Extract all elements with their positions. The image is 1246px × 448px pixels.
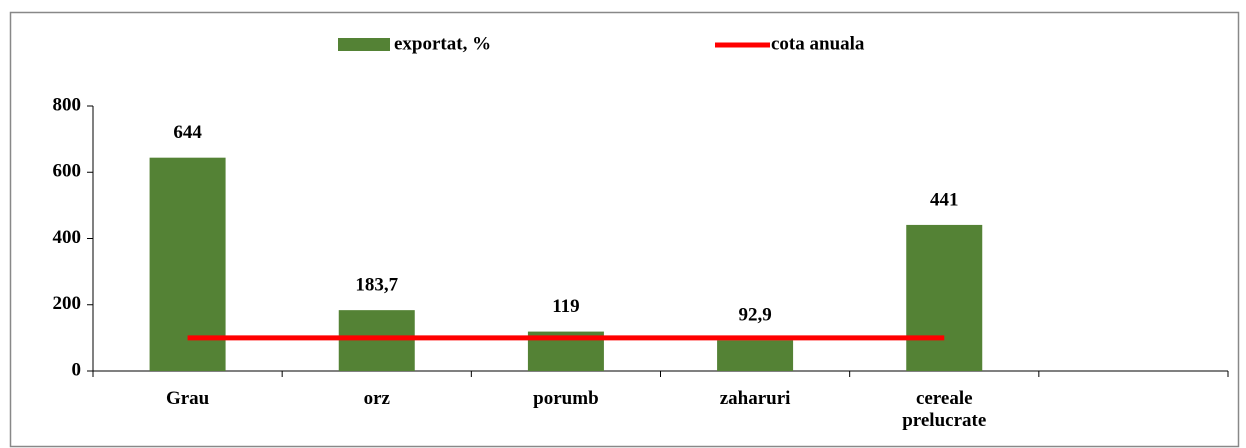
data-label: 92,9: [738, 305, 771, 326]
bar: [338, 310, 415, 371]
legend-swatch: [338, 38, 390, 51]
x-tick-label: zaharuri: [719, 388, 791, 409]
x-tick-label: porumb: [533, 388, 599, 409]
y-tick-label: 600: [53, 161, 82, 182]
bar: [717, 340, 794, 371]
x-tick-label: cereale prelucrate: [902, 388, 987, 431]
y-tick-label: 400: [53, 227, 82, 248]
data-label: 441: [930, 189, 959, 210]
y-tick-label: 0: [72, 359, 82, 380]
bar: [906, 224, 983, 371]
x-tick-label: orz: [363, 388, 390, 409]
data-label: 644: [173, 122, 202, 143]
legend-label: cota anuala: [771, 33, 865, 54]
x-tick-label: Grau: [165, 388, 210, 409]
y-tick-label: 200: [53, 293, 82, 314]
legend-label: exportat, %: [394, 33, 491, 54]
data-label: 119: [552, 296, 579, 317]
y-tick-label: 800: [53, 94, 82, 115]
data-label: 183,7: [355, 275, 398, 296]
chart-frame: [9, 11, 1240, 448]
